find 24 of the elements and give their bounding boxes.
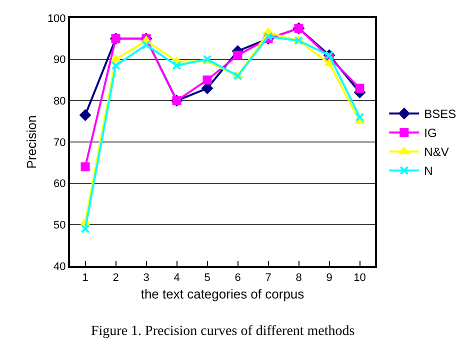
y-tick-label: 100 (47, 12, 66, 25)
x-tick-label: 3 (143, 272, 150, 284)
y-tick-label: 80 (54, 96, 66, 108)
x-tick-label: 9 (326, 272, 332, 284)
x-tick-label: 2 (112, 272, 119, 284)
legend-label: N (424, 164, 433, 178)
caption: Figure 1. Precision curves of different methods (91, 324, 355, 339)
y-tick-label: 40 (54, 260, 66, 273)
x-tick-label: 6 (234, 272, 241, 284)
x-axis-title: the text categories of corpus (140, 286, 305, 302)
x-tick-label: 8 (296, 272, 302, 284)
x-tick-label: 1 (82, 272, 88, 284)
x-tick-label: 5 (204, 272, 210, 284)
x-tick-label: 7 (265, 272, 272, 284)
y-axis-title: Precision (24, 115, 39, 169)
legend-label: BSES (424, 107, 456, 122)
legend-label: IG (424, 126, 437, 140)
x-tick-label: 4 (174, 272, 180, 284)
x-tick-label: 10 (354, 272, 366, 284)
legend-label: N&V (424, 145, 449, 160)
y-tick-label: 50 (54, 220, 66, 232)
y-tick-label: 70 (54, 136, 66, 149)
y-tick-label: 60 (54, 178, 66, 190)
y-tick-label: 90 (54, 54, 66, 66)
